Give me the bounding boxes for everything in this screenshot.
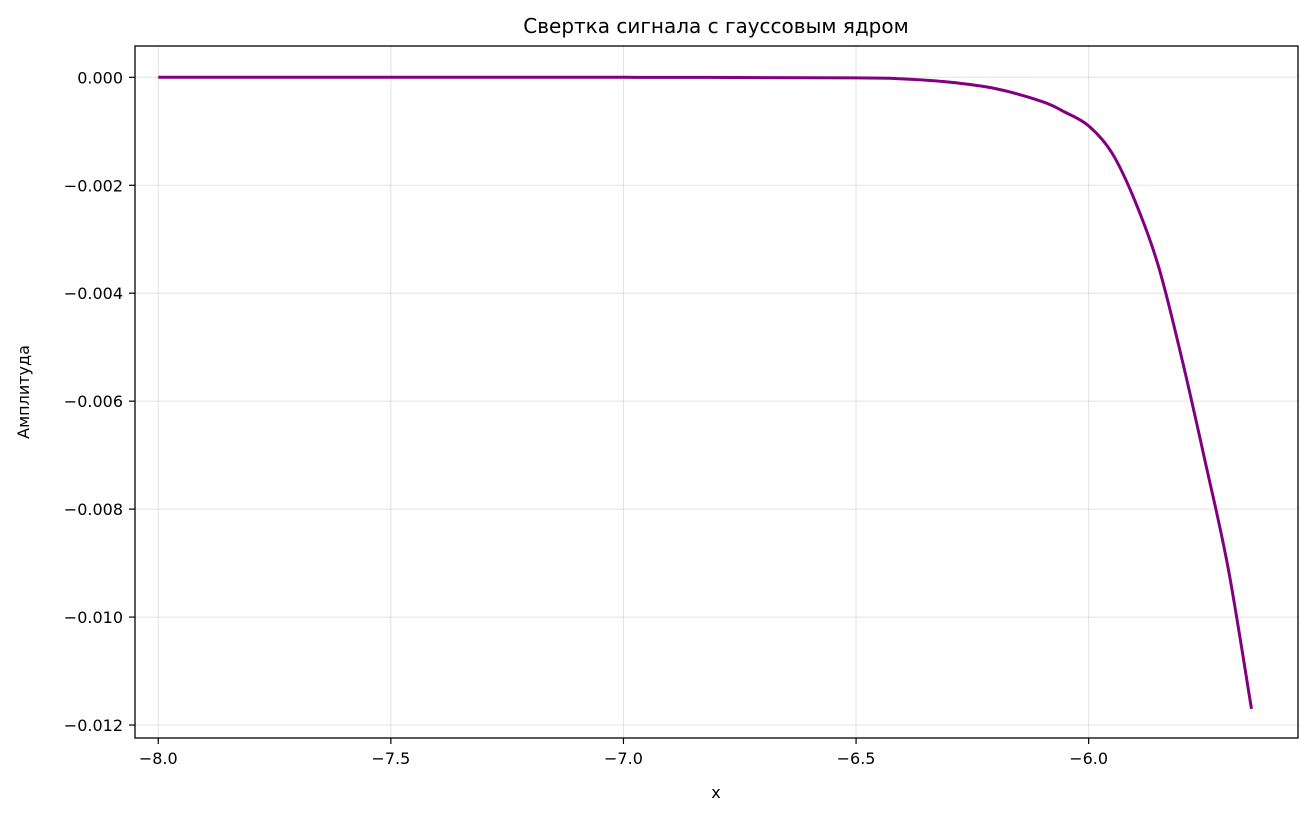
y-tick-label: −0.010 [64, 608, 123, 627]
x-tick-label: −6.5 [837, 749, 876, 768]
chart-title: Свертка сигнала с гауссовым ядром [523, 14, 908, 38]
y-tick-label: 0.000 [77, 68, 123, 87]
y-tick-label: −0.006 [64, 392, 123, 411]
y-axis-label: Амплитуда [14, 345, 33, 439]
x-tick-label: −8.0 [139, 749, 178, 768]
y-tick-label: −0.012 [64, 716, 123, 735]
x-axis-label: x [711, 783, 720, 802]
y-tick-label: −0.008 [64, 500, 123, 519]
x-tick-label: −7.0 [604, 749, 643, 768]
plot-frame [134, 45, 1299, 739]
axis-ticks: −8.0 −7.5 −7.0 −6.5 −6.0 0.000 −0.002 −0.004 −0.… [64, 68, 1108, 768]
series-line [158, 75, 1253, 710]
x-tick-label: −6.0 [1069, 749, 1108, 768]
plot-data [158, 75, 1253, 710]
y-tick-label: −0.002 [64, 176, 123, 195]
y-tick-label: −0.004 [64, 284, 123, 303]
x-tick-label: −7.5 [371, 749, 410, 768]
